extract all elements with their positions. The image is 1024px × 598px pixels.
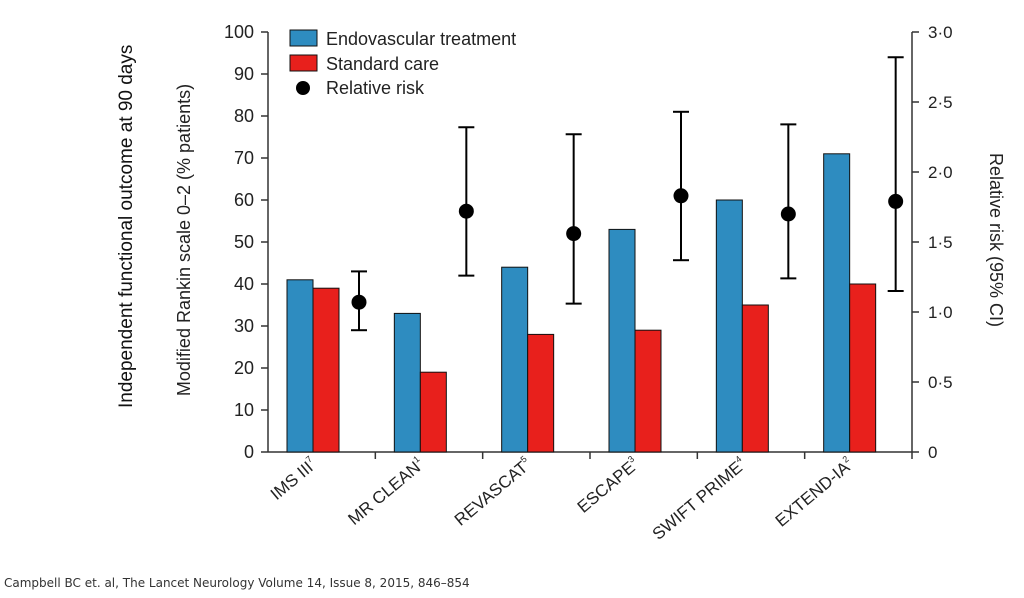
left-tick-label: 20 <box>234 358 254 378</box>
legend-label-standard-care: Standard care <box>326 54 439 74</box>
legend-swatch-endovascular <box>289 29 318 47</box>
relative-risk-point <box>351 294 367 310</box>
left-y-axis-title: Modified Rankin scale 0–2 (% patients) <box>174 84 194 396</box>
legend-label-endovascular: Endovascular treatment <box>326 29 516 49</box>
left-tick-label: 40 <box>234 274 254 294</box>
left-tick-label: 50 <box>234 232 254 252</box>
category-label: SWIFT PRIME4 <box>648 454 750 544</box>
bar-endovascular <box>286 279 314 453</box>
relative-risk-point <box>458 203 474 219</box>
category-label: IMS III7 <box>266 454 320 504</box>
left-tick-label: 100 <box>224 22 254 42</box>
relative-risk-point <box>780 206 796 222</box>
right-tick-label: 1·0 <box>928 303 953 322</box>
bar-standard-care <box>312 287 340 453</box>
category-label: EXTEND-IA2 <box>771 454 857 531</box>
category-label: REVASCAT5 <box>450 454 535 530</box>
left-tick-label: 10 <box>234 400 254 420</box>
relative-risk-point <box>673 188 689 204</box>
left-tick-label: 70 <box>234 148 254 168</box>
category-label: ESCAPE3 <box>573 454 643 517</box>
bar-endovascular <box>715 199 743 453</box>
bar-endovascular <box>501 266 529 453</box>
left-tick-label: 90 <box>234 64 254 84</box>
bar-endovascular <box>608 228 636 453</box>
category-label: MR CLEAN1 <box>344 454 428 529</box>
bar-standard-care <box>634 329 662 453</box>
legend-label-relative-risk: Relative risk <box>326 78 425 98</box>
left-tick-label: 60 <box>234 190 254 210</box>
relative-risk-point <box>566 226 582 242</box>
bar-standard-care <box>419 371 447 453</box>
legend-marker-relative-risk <box>296 81 310 95</box>
right-tick-label: 0·5 <box>928 373 953 392</box>
relative-risk-point <box>888 193 904 209</box>
right-tick-label: 2·0 <box>928 163 953 182</box>
bar-endovascular <box>393 312 421 453</box>
bar-standard-care <box>741 304 769 453</box>
left-tick-label: 0 <box>244 442 254 462</box>
right-tick-label: 3·0 <box>928 23 953 42</box>
right-tick-label: 0 <box>928 443 937 462</box>
right-y-axis-title: Relative risk (95% CI) <box>986 153 1006 327</box>
outer-y-axis-label: Independent functional outcome at 90 day… <box>116 44 137 408</box>
right-tick-label: 1·5 <box>928 233 953 252</box>
right-tick-label: 2·5 <box>928 93 953 112</box>
left-tick-label: 30 <box>234 316 254 336</box>
legend-swatch-standard-care <box>289 54 318 72</box>
bar-endovascular <box>823 153 851 453</box>
bar-standard-care <box>527 333 555 453</box>
left-tick-label: 80 <box>234 106 254 126</box>
source-citation: Campbell BC et. al, The Lancet Neurology… <box>4 576 470 590</box>
bar-standard-care <box>849 283 877 453</box>
